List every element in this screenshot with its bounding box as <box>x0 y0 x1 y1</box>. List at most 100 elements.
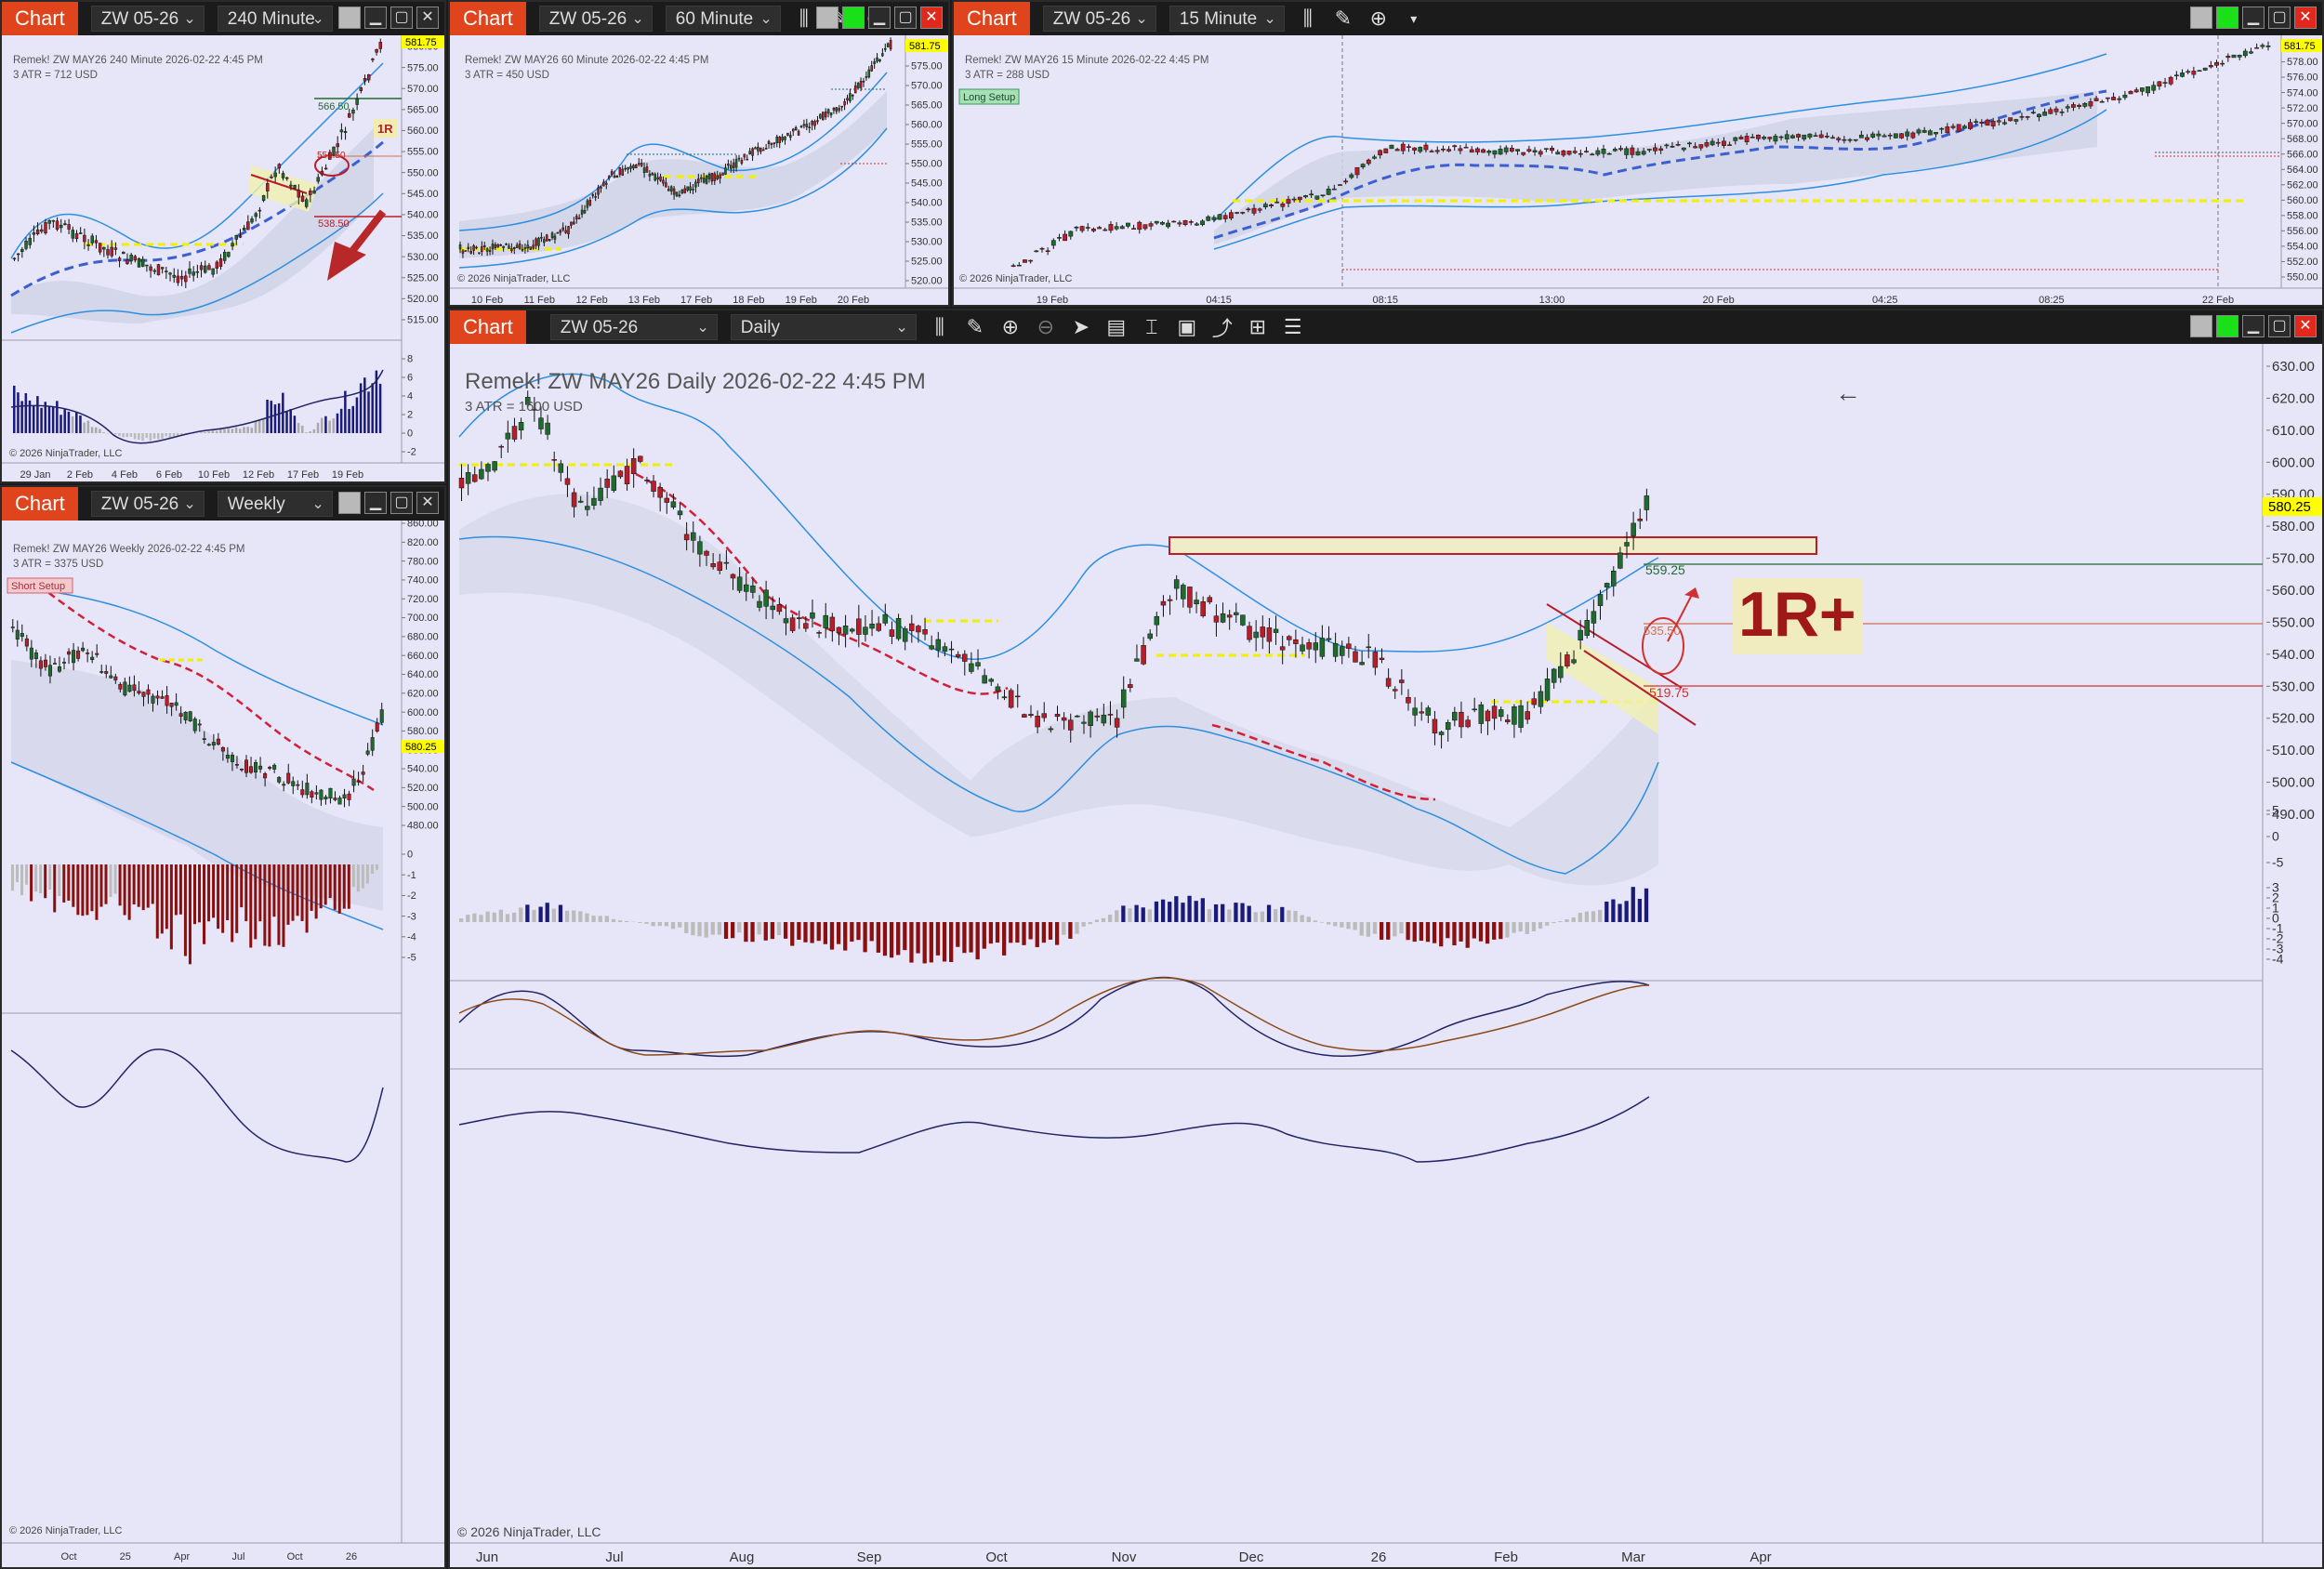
close-icon[interactable]: ✕ <box>2294 315 2317 337</box>
interval-selector[interactable]: 60 Minute ⌄ <box>665 6 781 32</box>
interval-selector[interactable]: 240 Minute ⌄ <box>217 6 333 32</box>
chevron-down-icon: ⌄ <box>1135 11 1148 27</box>
close-icon[interactable]: ✕ <box>416 7 439 29</box>
pencil-icon[interactable]: ✎ <box>966 315 984 338</box>
candle-body <box>145 264 149 267</box>
candle-body <box>816 632 822 634</box>
candle-body <box>152 270 157 272</box>
candle-body <box>591 497 597 506</box>
chevron-down-icon[interactable]: ▾ <box>1410 10 1418 26</box>
zoom-out-icon[interactable]: ⊖ <box>1037 315 1055 338</box>
link-color-icon[interactable] <box>338 7 361 29</box>
zoom-in-icon[interactable]: ⊕ <box>1001 315 1020 338</box>
interval-selector[interactable]: 15 Minute ⌄ <box>1169 6 1285 32</box>
oscillator-bar <box>1147 909 1152 922</box>
oscillator-bar <box>1512 922 1516 933</box>
bars-icon[interactable]: ⫼ <box>799 7 809 30</box>
chart-tab[interactable]: Chart <box>954 2 1030 35</box>
candle-body <box>83 234 86 243</box>
candle-body <box>273 172 277 178</box>
candle-body <box>458 244 462 250</box>
back-arrow-icon[interactable]: ← <box>1835 378 1861 407</box>
minimize-icon[interactable]: ▁ <box>364 7 387 29</box>
oscillator-bar <box>137 864 140 907</box>
maximize-icon[interactable]: ▢ <box>2268 7 2291 29</box>
chart-area-weekly[interactable]: Remek! ZW MAY26 Weekly 2026-02-22 4:45 P… <box>2 521 444 1569</box>
minimize-icon[interactable]: ▁ <box>364 492 387 514</box>
oscillator-bar <box>744 922 748 943</box>
candle-body <box>71 230 75 239</box>
oscillator-bar <box>1425 922 1431 943</box>
oscillator-bar <box>657 922 662 927</box>
chart-area-daily[interactable]: 1R+ 559.25 535.50 519.75 ← Remek! ZW MAY… <box>450 344 2322 1569</box>
bars-icon[interactable]: ⫼ <box>1302 7 1313 30</box>
screenshot-icon[interactable]: ▣ <box>1177 315 1197 338</box>
candle-body <box>1595 150 1601 155</box>
minimize-icon[interactable]: ▁ <box>2242 315 2265 337</box>
candle-body <box>174 702 178 706</box>
chart-area-15min[interactable]: Remek! ZW MAY26 15 Minute 2026-02-22 4:4… <box>954 35 2322 307</box>
axis-tick-label: 545.00 <box>911 178 943 190</box>
chart-tab[interactable]: Chart <box>2 487 78 521</box>
instrument-selector[interactable]: ZW 05-26 ⌄ <box>538 6 653 32</box>
chart-tab[interactable]: Chart <box>2 2 78 35</box>
zoom-in-icon[interactable]: ⊕ <box>1369 7 1388 30</box>
templates-icon[interactable]: ⌶ <box>1145 315 1158 338</box>
chart-tab[interactable]: Chart <box>450 310 526 344</box>
interval-selector[interactable]: Weekly ⌄ <box>217 491 333 517</box>
candle-body <box>1624 148 1630 155</box>
link-color-icon[interactable] <box>2190 7 2212 29</box>
chart-toolbar: Chart ZW 05-26 ⌄ Daily ⌄ ⫼ ✎ ⊕ ⊖ ➤ ▤ ⌶ ▣ ⤴… <box>450 310 2322 344</box>
candle-body <box>28 237 32 245</box>
pencil-icon[interactable]: ✎ <box>1334 7 1353 30</box>
chart-area-240min[interactable]: Remek! ZW MAY26 240 Minute 2026-02-22 4:… <box>2 35 444 483</box>
instrument-selector[interactable]: ZW 05-26 ⌄ <box>90 491 205 517</box>
close-icon[interactable]: ✕ <box>920 7 943 29</box>
candle-body <box>613 175 616 178</box>
oscillator-bar <box>750 922 755 943</box>
instrument-selector[interactable]: ZW 05-26 ⌄ <box>1042 6 1156 32</box>
cursor-icon[interactable]: ➤ <box>1072 315 1090 338</box>
chart-tab[interactable]: Chart <box>450 2 526 35</box>
oscillator-bar <box>1598 909 1603 922</box>
link-green-icon[interactable] <box>2216 7 2238 29</box>
maximize-icon[interactable]: ▢ <box>894 7 917 29</box>
candle-body <box>884 47 887 50</box>
link-green-icon[interactable] <box>842 7 865 29</box>
candle-body <box>2237 54 2242 58</box>
candle-body <box>1465 719 1471 728</box>
oscillator-bar <box>254 421 257 433</box>
oscillator-bar <box>625 920 629 922</box>
axis-tick-label: 540.00 <box>407 210 439 221</box>
close-icon[interactable]: ✕ <box>416 492 439 514</box>
candle-body <box>1383 148 1389 153</box>
candle-body <box>1601 149 1606 154</box>
chart-area-60min[interactable]: Remek! ZW MAY26 60 Minute 2026-02-22 4:4… <box>450 35 948 307</box>
strategy-icon[interactable]: ⤴ <box>1211 317 1233 340</box>
axis-tick-label: 554.00 <box>2287 242 2318 253</box>
instrument-selector[interactable]: ZW 05-26 ⌄ <box>90 6 205 32</box>
minimize-icon[interactable]: ▁ <box>868 7 891 29</box>
last-price-marker <box>402 35 444 48</box>
oscillator-bar <box>1333 922 1338 927</box>
close-icon[interactable]: ✕ <box>2294 7 2317 29</box>
link-color-icon[interactable] <box>338 492 361 514</box>
candle-body <box>1063 233 1068 242</box>
candle-body <box>732 162 735 168</box>
maximize-icon[interactable]: ▢ <box>390 7 413 29</box>
instrument-selector[interactable]: ZW 05-26 ⌄ <box>549 314 718 340</box>
bars-icon[interactable]: ⫼ <box>934 315 944 338</box>
properties-icon[interactable]: ▤ <box>1106 315 1127 338</box>
minimize-icon[interactable]: ▁ <box>2242 7 2265 29</box>
interval-selector[interactable]: Daily ⌄ <box>730 314 917 340</box>
candle-body <box>1188 221 1194 223</box>
instrument-list-icon[interactable]: ☰ <box>1283 315 1302 338</box>
link-color-icon[interactable] <box>816 7 838 29</box>
maximize-icon[interactable]: ▢ <box>2268 315 2291 337</box>
candle-body <box>594 196 597 198</box>
data-box-icon[interactable]: ⊞ <box>1248 315 1267 338</box>
link-green-icon[interactable] <box>2216 315 2238 337</box>
link-color-icon[interactable] <box>2190 315 2212 337</box>
maximize-icon[interactable]: ▢ <box>390 492 413 514</box>
oscillator-bar <box>1591 911 1596 922</box>
